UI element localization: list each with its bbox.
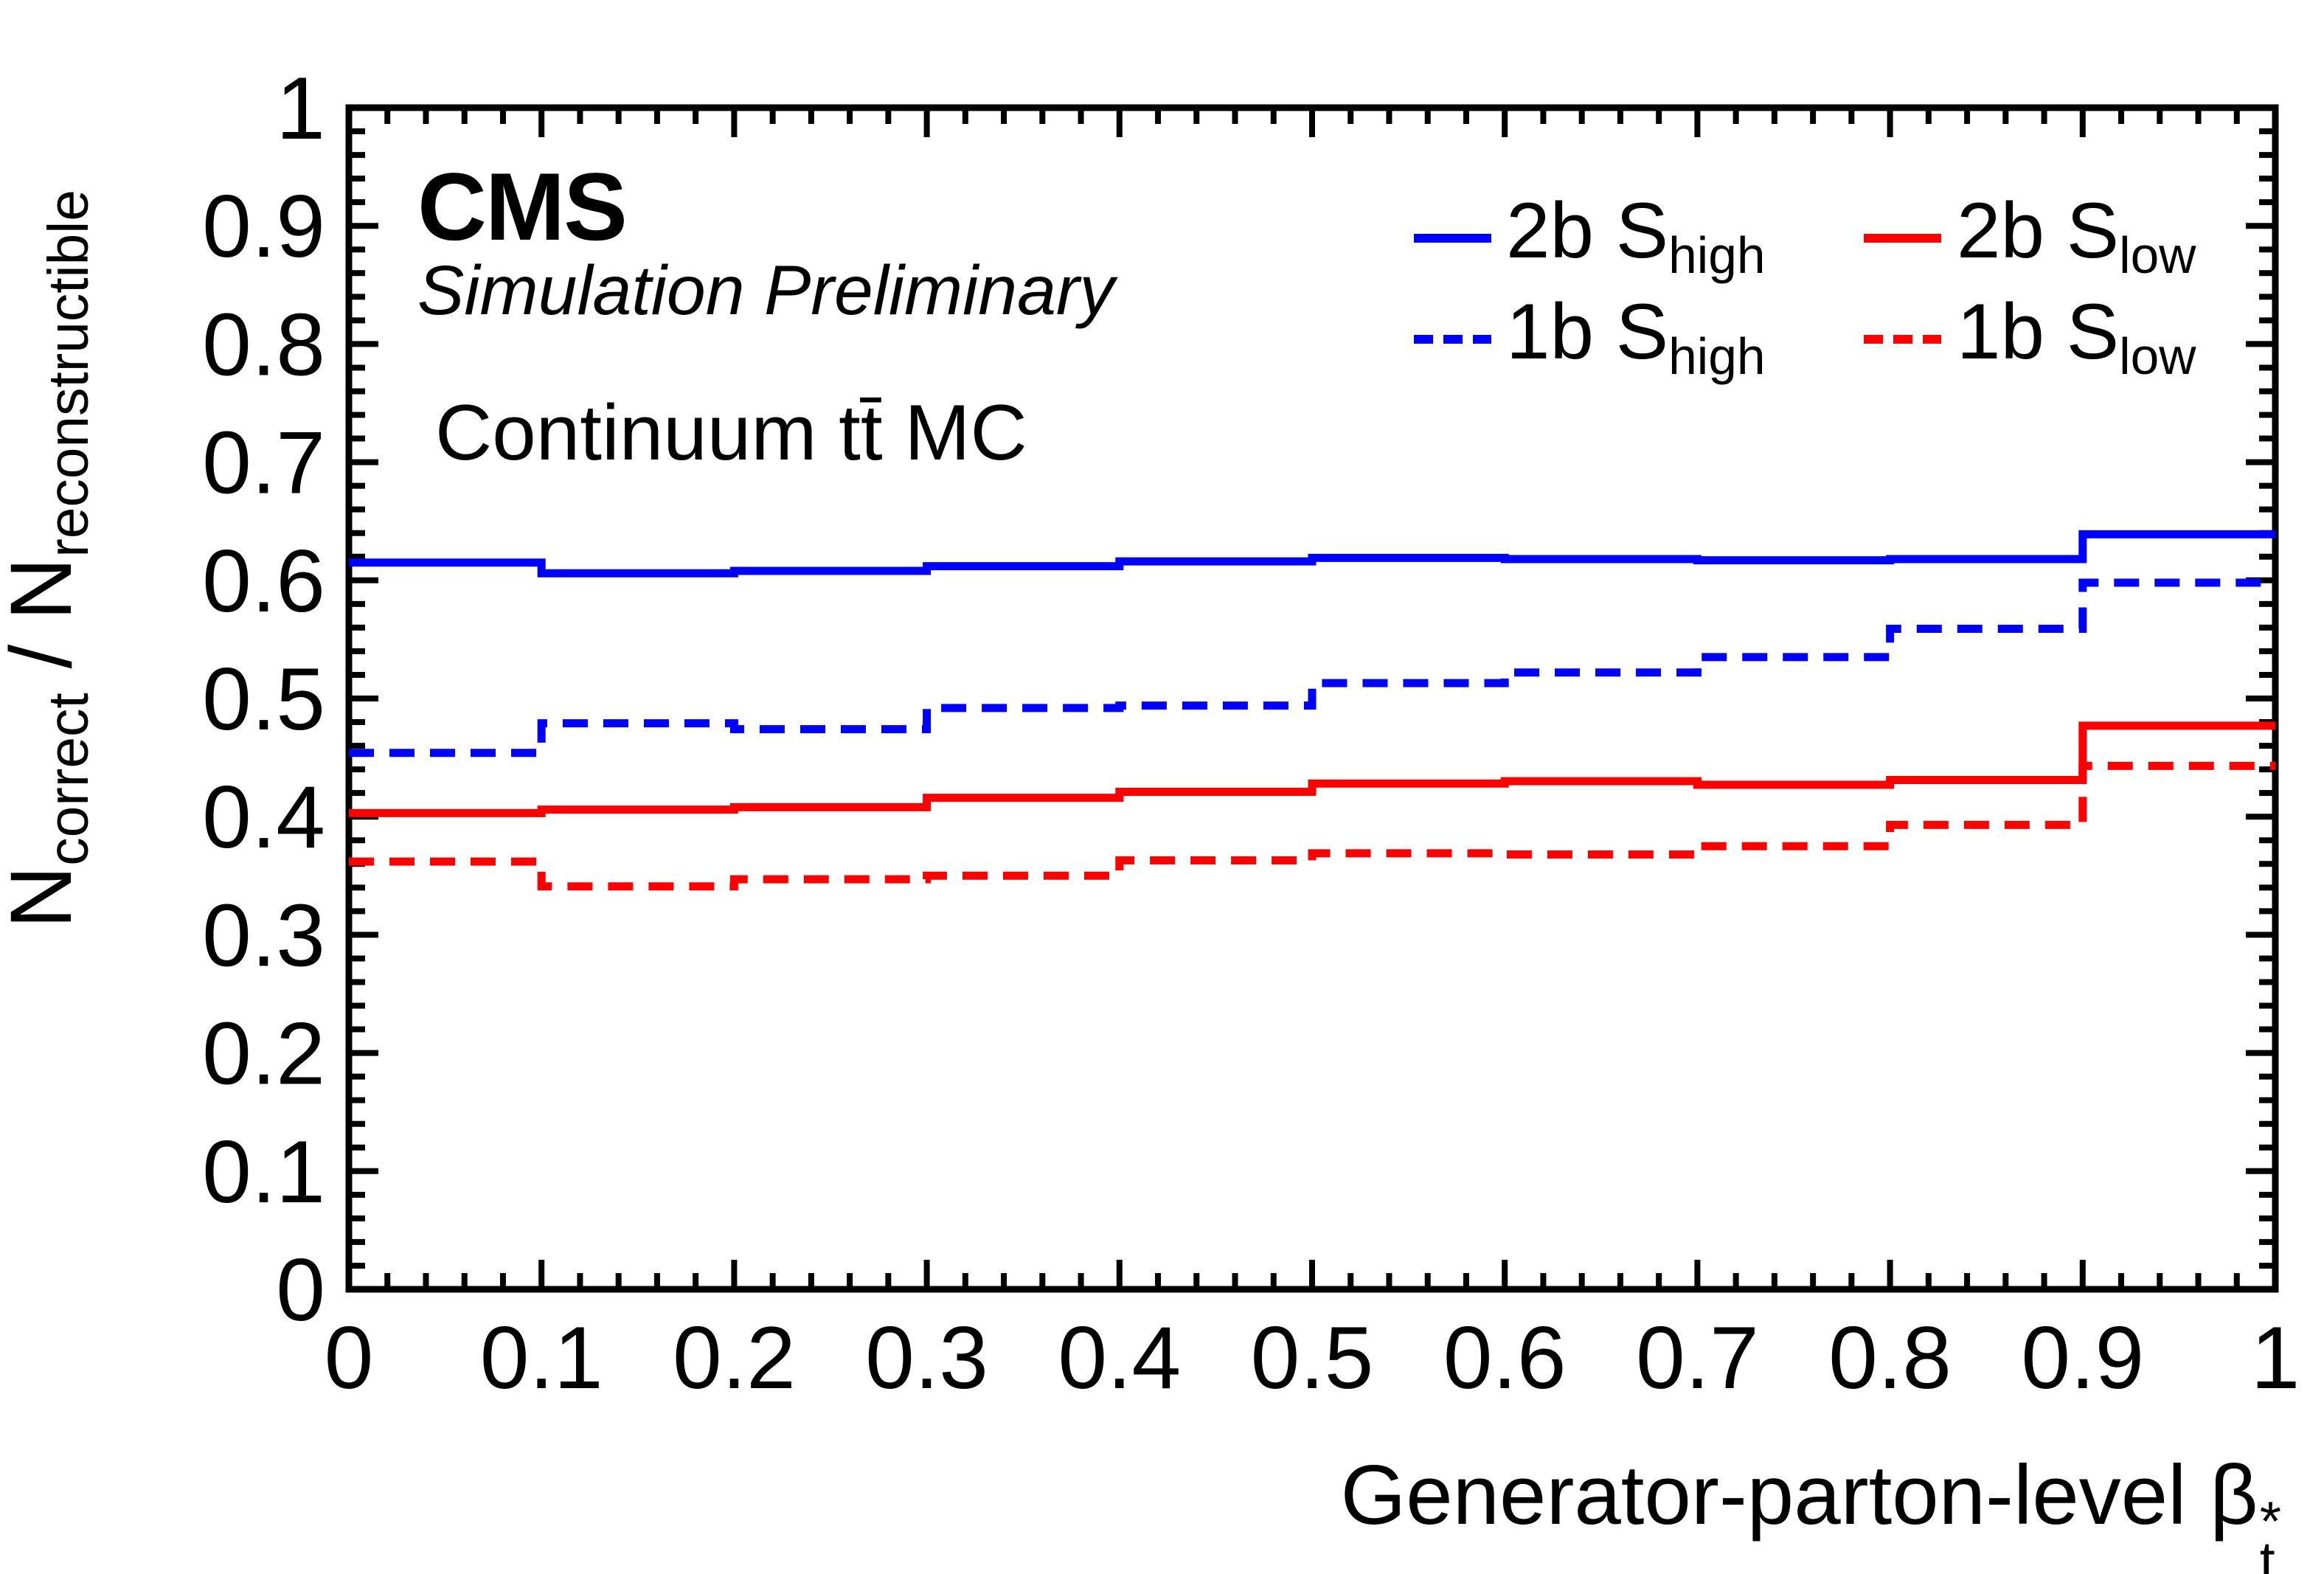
x-tick-label-4: 0.4 — [1058, 1308, 1181, 1407]
legend-label-sub: low — [2119, 327, 2196, 385]
x-tick-label-10: 1 — [2251, 1308, 2300, 1407]
y-title-n: N — [0, 865, 90, 929]
beta-superscript-star: * — [2259, 1490, 2281, 1553]
y-tick-label-0: 0 — [276, 1241, 325, 1339]
legend-label-sub: low — [2119, 226, 2196, 284]
legend-label-main: 1b S — [1506, 287, 1669, 375]
legend-label-2b-shigh: 2b Shigh — [1506, 189, 1766, 282]
y-tick-label-1: 0.1 — [202, 1123, 325, 1221]
beta-symbol: β — [2210, 1449, 2258, 1542]
beta-star-t-stack: * t — [2259, 1490, 2281, 1574]
legend-label-sub: high — [1668, 327, 1766, 385]
y-tick-label-9: 0.9 — [202, 177, 325, 276]
x-tick-label-7: 0.7 — [1636, 1308, 1759, 1407]
experiment-label: CMS — [417, 153, 628, 260]
legend-label-sub: high — [1668, 226, 1766, 284]
y-title-sub-correct: correct — [38, 693, 100, 866]
x-title-text: Generator-parton-level — [1340, 1449, 2210, 1542]
legend-label-1b-shigh: 1b Shigh — [1506, 290, 1766, 384]
y-axis-title: Ncorrect / Nreconstructible — [0, 190, 102, 929]
legend-label-2b-slow: 2b Slow — [1957, 189, 2196, 282]
x-tick-label-6: 0.6 — [1443, 1308, 1567, 1407]
axis-ticks — [346, 105, 2278, 1292]
legend-label-main: 1b S — [1957, 287, 2120, 375]
x-tick-label-2: 0.2 — [673, 1308, 796, 1407]
y-tick-label-4: 0.4 — [202, 768, 325, 867]
beta-subscript-t: t — [2259, 1530, 2275, 1574]
y-tick-label-8: 0.8 — [202, 295, 325, 394]
legend-marker-2b-shigh — [1414, 234, 1491, 243]
y-tick-label-2: 0.2 — [202, 1005, 325, 1103]
series-line-1b-s-low — [349, 761, 2275, 891]
legend-label-main: 2b S — [1957, 186, 2120, 274]
legend-label-1b-slow: 1b Slow — [1957, 290, 2196, 384]
x-tick-label-3: 0.3 — [865, 1308, 988, 1407]
y-tick-label-10: 1 — [276, 59, 325, 158]
series-line-2b-s-high — [349, 530, 2275, 578]
y-tick-label-3: 0.3 — [202, 886, 325, 985]
x-tick-label-5: 0.5 — [1251, 1308, 1374, 1407]
legend-marker-1b-slow — [1864, 335, 1941, 344]
x-tick-label-0: 0 — [325, 1308, 374, 1407]
x-tick-label-9: 0.9 — [2021, 1308, 2144, 1407]
tick-labels: 0 0.1 0.2 0.3 0.4 0.5 0.6 0.7 0.8 0.9 100.10.20.30… — [202, 59, 2300, 1407]
y-tick-label-5: 0.5 — [202, 650, 325, 749]
series-line-1b-s-high — [349, 578, 2275, 757]
series-line-2b-s-low — [349, 721, 2275, 817]
legend-label-main: 2b S — [1506, 186, 1669, 274]
y-tick-label-7: 0.7 — [202, 414, 325, 513]
y-title-divider: / N — [0, 557, 90, 693]
dataset-label: Continuum tt̄ MC — [435, 388, 1027, 476]
y-title-sub-reconstructible: reconstructible — [38, 190, 100, 558]
legend-marker-1b-shigh — [1414, 335, 1491, 344]
y-tick-label-6: 0.6 — [202, 532, 325, 631]
legend-marker-2b-slow — [1864, 234, 1941, 243]
x-tick-label-1: 0.1 — [480, 1308, 603, 1407]
x-axis-title: Generator-parton-level β * t — [1340, 1447, 2281, 1574]
x-tick-label-8: 0.8 — [1828, 1308, 1952, 1407]
simulation-preliminary-label: Simulation Preliminary — [417, 252, 1115, 330]
